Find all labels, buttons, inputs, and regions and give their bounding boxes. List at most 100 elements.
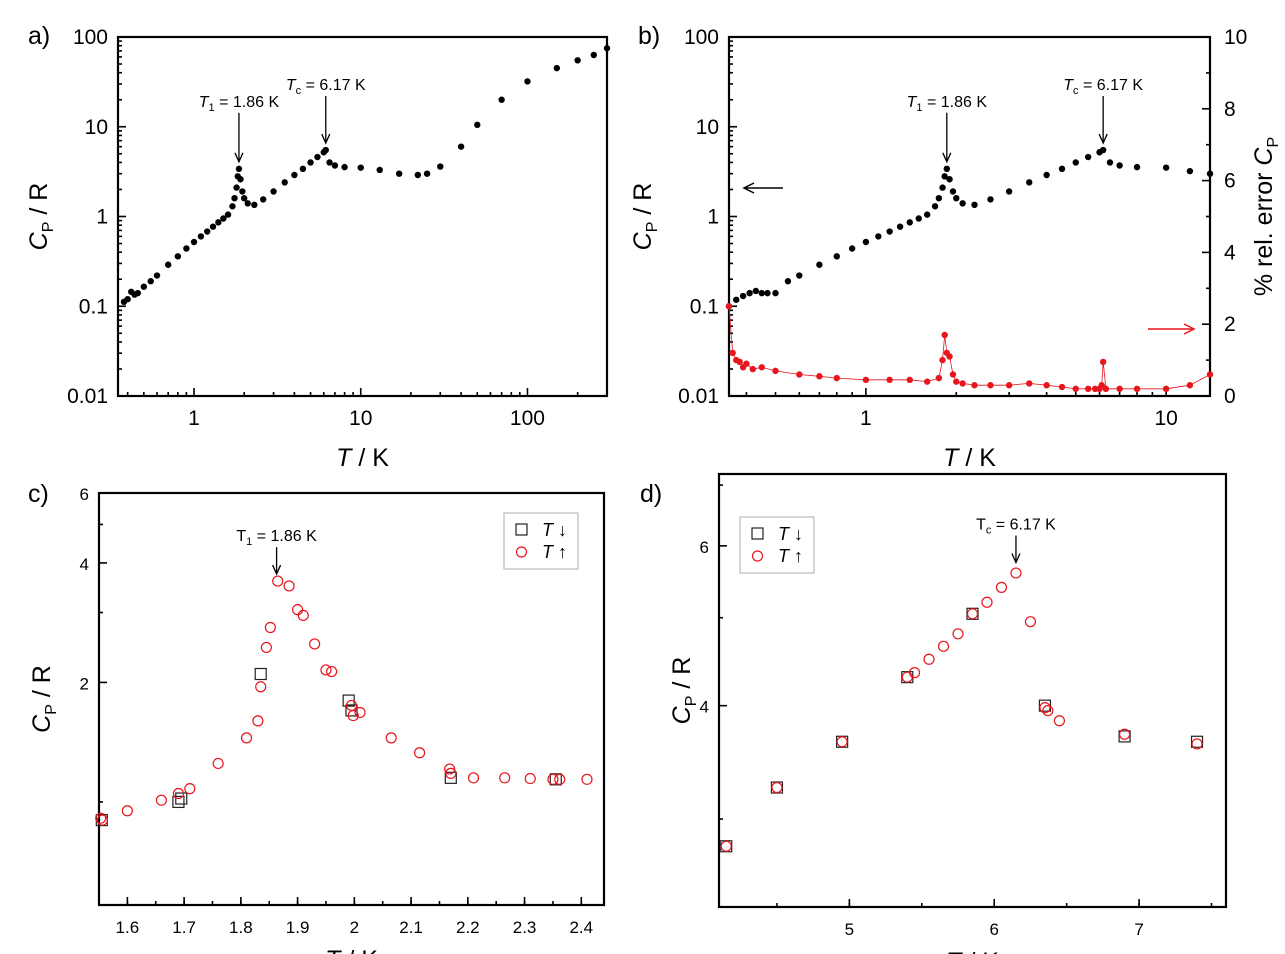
d-series-1-point-2 xyxy=(836,736,848,748)
a-series-0-point-18 xyxy=(229,203,236,210)
a-ylabel: CP / R xyxy=(25,183,57,251)
chart-b: 1 10 0.01 0.1 1 10 100 0 2 4 6 8 10 T / K CP / R % rel.… xyxy=(629,26,1282,472)
b-series-0-point-28 xyxy=(959,200,966,207)
d-series-1-point-17 xyxy=(1191,738,1203,750)
a-series-0-point-41 xyxy=(376,166,383,174)
d-series-1-point-12 xyxy=(1024,616,1037,628)
b-series-0-point-32 xyxy=(1026,179,1033,186)
c-series-1-point-22 xyxy=(385,732,397,744)
a-series-0-point-40 xyxy=(357,164,364,171)
d-ylabel: CP / R xyxy=(668,657,700,725)
c-series-1-point-6 xyxy=(212,757,224,770)
b-y2tick-label-4: 8 xyxy=(1224,98,1236,121)
d-series-0-point-7 xyxy=(1190,735,1204,748)
c-series-1-point-16 xyxy=(309,638,321,650)
c-series-1-point-8 xyxy=(252,715,264,727)
b-annotation-arrow-0-head xyxy=(942,152,952,164)
b-series-1-point-41 xyxy=(1206,371,1214,378)
c-series-0-point-7 xyxy=(549,773,562,786)
a-series-0-point-15 xyxy=(215,219,222,226)
a-series-0-point-45 xyxy=(437,163,444,170)
panel-a-label: a) xyxy=(28,22,50,50)
c-series-1-point-30 xyxy=(554,773,566,785)
a-series-0-point-5 xyxy=(140,283,148,290)
b-series-1-point-8 xyxy=(772,367,779,375)
b-series-0-point-24 xyxy=(943,165,951,172)
b-series-1-point-27 xyxy=(1026,380,1033,387)
b-series-1-point-0 xyxy=(725,303,733,310)
b-series-0-point-44 xyxy=(1206,170,1214,177)
c-legend-box xyxy=(503,512,579,570)
d-series-1-point-6 xyxy=(937,640,950,652)
d-ytick-label-1: 6 xyxy=(700,538,709,557)
c-series-1-point-10 xyxy=(260,641,272,654)
b-left-axis-arrow-head xyxy=(742,182,755,194)
b-y2tick-label-2: 4 xyxy=(1224,241,1236,264)
b-series-0-point-11 xyxy=(833,253,840,260)
b-series-1-point-12 xyxy=(862,376,870,384)
b-series-1-point-25 xyxy=(987,382,994,389)
b-series-0-point-8 xyxy=(784,278,792,285)
b-series-0-point-10 xyxy=(816,261,823,268)
a-series-0-point-46 xyxy=(457,143,465,150)
a-annotation-1: Tc = 6.17 K xyxy=(286,77,366,97)
b-series-1-point-35 xyxy=(1099,358,1107,366)
c-series-1-point-3 xyxy=(155,794,168,806)
a-annotation-arrow-0-head xyxy=(234,152,244,164)
c-annotation-arrow-0-head xyxy=(272,564,282,576)
c-ytick-label-1: 4 xyxy=(80,555,89,574)
a-series-0-point-8 xyxy=(164,261,172,268)
c-series-1-point-7 xyxy=(240,732,253,744)
b-series-1-point-31 xyxy=(1084,385,1092,393)
b-series-0-point-9 xyxy=(796,272,803,279)
d-xlabel: T / K xyxy=(946,948,999,954)
a-series-0-point-13 xyxy=(204,228,211,235)
a-series-0-point-6 xyxy=(147,278,154,285)
c-series-1-point-27 xyxy=(499,772,511,784)
a-series-0-point-25 xyxy=(241,194,248,202)
d-ytick-label-0: 4 xyxy=(700,698,709,717)
a-series-0-point-34 xyxy=(314,153,321,161)
d-xtick-label-1: 6 xyxy=(989,920,998,939)
b-xtick-label-1: 10 xyxy=(1154,407,1177,430)
b-series-1-point-11 xyxy=(833,374,840,382)
d-series-1-point-5 xyxy=(923,653,935,665)
d-series-1-point-0 xyxy=(720,840,732,852)
b-xtick-label-0: 1 xyxy=(860,407,872,430)
d-legend-label-0: T ↓ xyxy=(778,524,803,544)
b-ytick-label-1: 0.1 xyxy=(690,295,719,318)
c-plot-frame xyxy=(97,491,606,907)
b-series-1-point-36 xyxy=(1102,385,1110,393)
a-series-0-point-28 xyxy=(259,196,267,203)
b-series-0-point-16 xyxy=(896,223,904,230)
c-series-1-point-28 xyxy=(524,772,536,785)
b-series-1-point-3 xyxy=(736,358,743,366)
c-legend-marker-1 xyxy=(515,546,528,558)
c-series-1-point-26 xyxy=(467,772,480,784)
b-annotation-1: Tc = 6.17 K xyxy=(1063,77,1143,97)
d-xtick-label-2: 7 xyxy=(1134,920,1143,939)
a-series-0-point-29 xyxy=(270,188,277,195)
d-series-1-point-7 xyxy=(952,628,964,640)
b-series-1-point-13 xyxy=(886,376,893,384)
b-series-1-point-26 xyxy=(1005,382,1013,389)
a-series-0-point-19 xyxy=(231,194,238,202)
c-series-1-point-9 xyxy=(255,681,267,693)
d-series-1-point-13 xyxy=(1039,702,1051,714)
a-series-0-point-31 xyxy=(291,171,298,179)
b-series-1-point-40 xyxy=(1186,382,1194,389)
c-xtick-label-4: 2 xyxy=(350,918,359,937)
a-series-0-point-53 xyxy=(603,45,611,52)
a-series-0-point-20 xyxy=(233,184,240,191)
b-series-1-point-38 xyxy=(1133,385,1141,393)
b-series-0-point-20 xyxy=(931,203,939,210)
b-series-1-point-7 xyxy=(758,364,765,371)
b-ytick-label-4: 100 xyxy=(684,26,719,49)
d-series-1-point-3 xyxy=(901,671,913,683)
a-series-0-point-17 xyxy=(224,211,232,218)
d-annotation-0: Tc = 6.17 K xyxy=(976,517,1056,537)
b-series-0-point-30 xyxy=(987,196,994,203)
b-y2tick-label-0: 0 xyxy=(1224,385,1236,408)
d-series-1-point-15 xyxy=(1053,715,1066,727)
d-series-1-point-9 xyxy=(981,596,993,608)
